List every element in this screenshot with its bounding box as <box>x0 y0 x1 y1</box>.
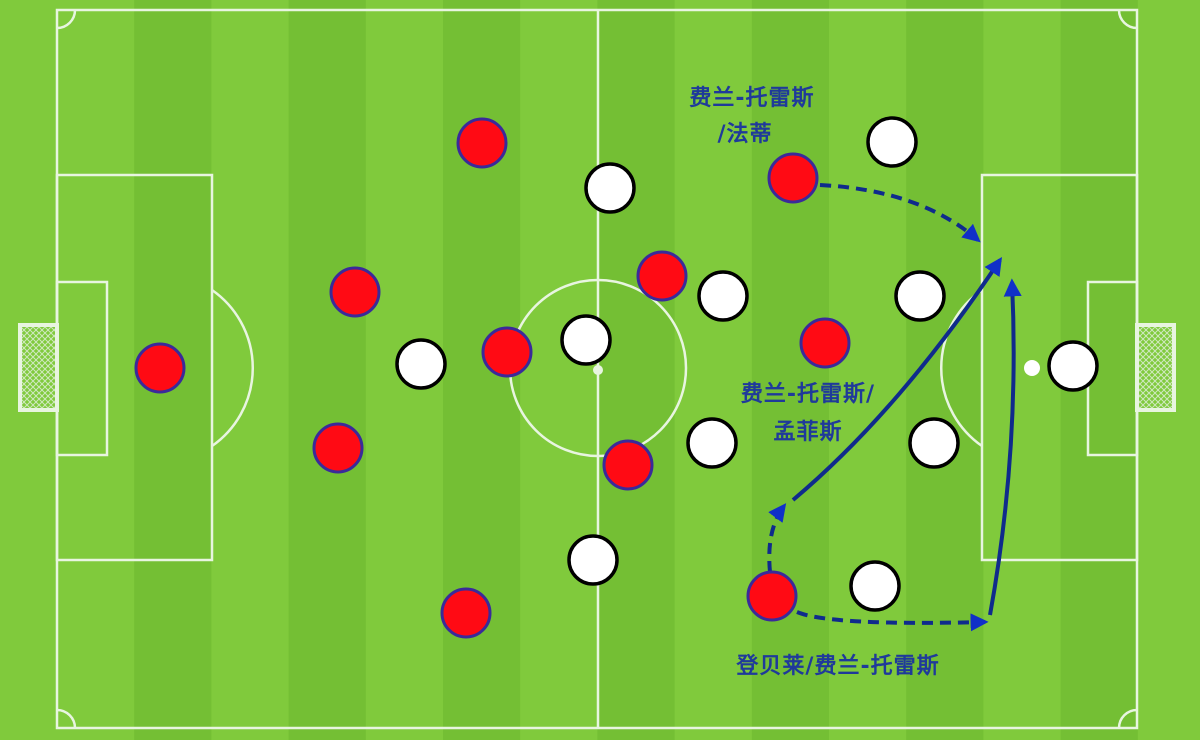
pitch-lines <box>18 8 1176 730</box>
pass-arrow <box>988 278 1022 616</box>
ball-icon <box>1024 360 1040 376</box>
white-player-marker <box>908 417 960 469</box>
grass-stripe <box>597 0 675 740</box>
label-mid-line1: 费兰-托雷斯/ <box>740 382 876 407</box>
red-player-marker <box>636 250 688 302</box>
right-penalty-arc <box>940 288 983 448</box>
white-player-marker <box>395 338 447 390</box>
grass-stripe <box>288 0 366 740</box>
label-top-line2: /法蒂 <box>717 122 773 147</box>
red-player-marker <box>746 570 798 622</box>
white-player-marker <box>697 270 749 322</box>
dashed-run-arrow <box>796 610 989 632</box>
red-player-marker <box>134 342 186 394</box>
movement-arrows <box>767 183 1022 632</box>
red-player-marker <box>767 152 819 204</box>
pass-arrow <box>791 257 1002 502</box>
white-player-marker <box>686 417 738 469</box>
white-player-marker <box>866 116 918 168</box>
white-player-marker <box>584 162 636 214</box>
red-player-marker <box>799 317 851 369</box>
left-penalty-arc <box>211 288 254 448</box>
label-top-line1: 费兰-托雷斯 <box>689 86 815 111</box>
white-player-marker <box>894 270 946 322</box>
white-player-marker <box>567 534 619 586</box>
label-bottom: 登贝莱/费兰-托雷斯 <box>736 654 940 679</box>
dashed-run-arrow <box>767 503 787 573</box>
white-player-marker <box>560 314 612 366</box>
center-spot <box>593 365 603 375</box>
red-player-marker <box>440 587 492 639</box>
corner-arc <box>56 9 77 30</box>
red-player-marker <box>329 266 381 318</box>
left-goal-net <box>18 323 59 412</box>
corner-arc <box>56 708 77 729</box>
corner-arc <box>1117 9 1138 30</box>
red-player-marker <box>312 422 364 474</box>
label-mid-line2: 孟菲斯 <box>773 420 843 445</box>
red-player-marker <box>481 326 533 378</box>
right-goal-net <box>1135 323 1176 412</box>
white-player-marker <box>849 560 901 612</box>
dashed-run-arrow <box>819 183 981 243</box>
red-player-marker <box>456 117 508 169</box>
corner-arc <box>1117 708 1138 729</box>
players <box>134 116 1099 639</box>
white-player-marker <box>1047 340 1099 392</box>
red-player-marker <box>602 439 654 491</box>
